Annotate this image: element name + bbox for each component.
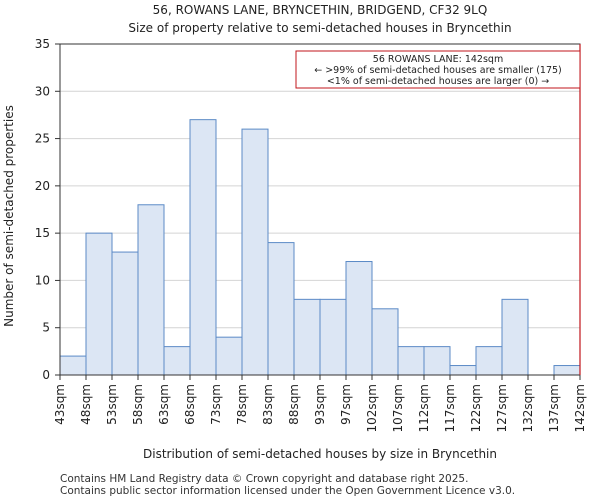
x-tick-label: 142sqm [573,384,587,432]
chart-subtitle: Size of property relative to semi-detach… [128,21,511,35]
x-tick-label: 73sqm [209,384,223,425]
bar-58sqm [137,204,165,376]
bar-127sqm [501,298,529,376]
bar-93sqm [319,298,347,376]
x-tick-label: 43sqm [53,384,67,425]
bar-117sqm [449,365,477,376]
bar-48sqm [85,232,113,376]
x-tick-label: 83sqm [261,384,275,425]
x-tick-label: 93sqm [313,384,327,425]
y-tick-label: 5 [42,321,50,335]
bar-43sqm [59,355,87,376]
y-axis-label: Number of semi-detached properties [2,105,16,327]
y-axis-ticks: 0 5 10 15 20 25 30 35 [35,37,60,382]
bar-137sqm [553,365,581,376]
bar-112sqm [423,346,451,376]
x-tick-label: 58sqm [131,384,145,425]
x-axis-label: Distribution of semi-detached houses by … [143,447,497,461]
annotation-line-1: 56 ROWANS LANE: 142sqm [373,54,503,65]
x-tick-label: 68sqm [183,384,197,425]
x-tick-label: 127sqm [495,384,509,432]
x-tick-label: 78sqm [235,384,249,425]
x-tick-label: 102sqm [365,384,379,432]
x-tick-label: 48sqm [79,384,93,425]
bar-68sqm [189,119,217,376]
bar-122sqm [475,346,503,376]
x-tick-label: 107sqm [391,384,405,432]
chart-title: 56, ROWANS LANE, BRYNCETHIN, BRIDGEND, C… [153,3,488,17]
x-axis-ticks: 43sqm 48sqm 53sqm 58sqm 63sqm 68sqm 73sqm 78sqm… [53,375,587,432]
footer-copyright: Contains HM Land Registry data © Crown c… [60,473,469,485]
x-tick-label: 122sqm [469,384,483,432]
bar-73sqm [215,336,243,376]
x-tick-label: 112sqm [417,384,431,432]
bar-63sqm [163,346,191,376]
annotation-box [295,50,581,89]
bar-107sqm [397,346,425,376]
x-tick-label: 88sqm [287,384,301,425]
bar-97sqm [345,261,373,376]
bars [59,119,581,376]
y-tick-label: 10 [35,273,50,287]
y-tick-label: 0 [42,368,50,382]
property-annotation: 56 ROWANS LANE: 142sqm ← >99% of semi-de… [295,50,581,89]
x-tick-label: 63sqm [157,384,171,425]
x-tick-label: 117sqm [443,384,457,432]
x-tick-label: 132sqm [521,384,535,432]
bar-78sqm [241,128,269,376]
x-tick-label: 137sqm [547,384,561,432]
y-tick-label: 30 [35,84,50,98]
y-tick-label: 20 [35,179,50,193]
x-tick-label: 97sqm [339,384,353,425]
bar-88sqm [293,298,321,376]
y-tick-label: 25 [35,132,50,146]
y-tick-label: 15 [35,226,50,240]
x-tick-label: 53sqm [105,384,119,425]
bar-102sqm [371,308,399,376]
y-tick-label: 35 [35,37,50,51]
bar-83sqm [267,242,295,376]
annotation-line-2: ← >99% of semi-detached houses are small… [314,65,562,76]
footer-licence: Contains public sector information licen… [60,485,516,497]
annotation-line-3: <1% of semi-detached houses are larger (… [327,76,549,87]
bar-53sqm [111,251,139,376]
